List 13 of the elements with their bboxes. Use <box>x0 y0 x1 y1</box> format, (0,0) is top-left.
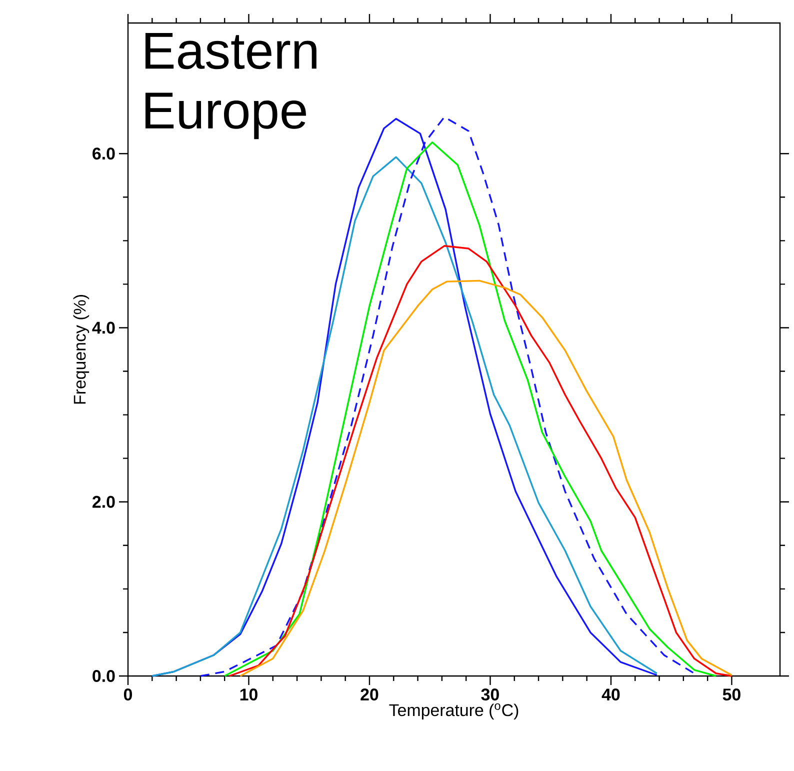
text: Eastern Europe <box>145 32 316 140</box>
y-tick-label: 0.0 <box>92 670 115 682</box>
x-tick-label: 50 <box>722 688 740 701</box>
y-tick-label: 4.0 <box>92 322 115 334</box>
x-tick-label: 40 <box>602 688 620 701</box>
y-axis-title: Frequency (%) <box>73 295 90 404</box>
y-tick-label: 2.0 <box>92 496 115 508</box>
x-tick-label: 30 <box>481 688 499 701</box>
x-tick-label: 0 <box>124 688 132 701</box>
y-tick-label: 6.0 <box>92 148 115 160</box>
x-tick-label: 20 <box>360 688 378 701</box>
x-axis-title: Temperature ($^{o}$C) <box>389 703 518 720</box>
x-tick-label: 10 <box>240 688 258 701</box>
